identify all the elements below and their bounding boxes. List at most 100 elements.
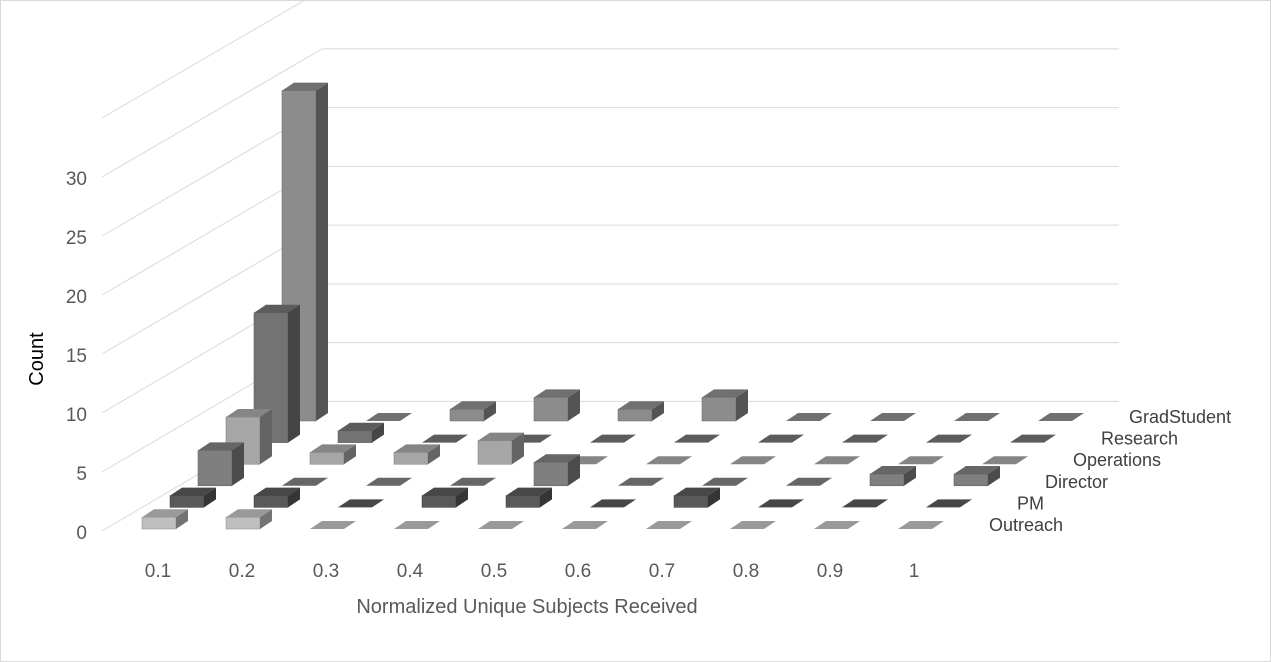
bar-gradstudent-0.2	[366, 413, 412, 421]
y-axis-label: Count	[26, 332, 48, 386]
bar-top	[310, 444, 356, 453]
bar-front	[225, 516, 261, 530]
bar-side	[484, 401, 496, 421]
bar-front	[477, 440, 513, 465]
bar-pm-0.6	[590, 499, 636, 508]
bar-zero	[338, 499, 384, 508]
bar-side	[708, 487, 720, 508]
bar-outreach-0.2	[225, 509, 272, 530]
bar-gradstudent-0.4	[533, 389, 580, 422]
series-label: Operations	[1073, 450, 1161, 470]
bar-side	[260, 409, 272, 465]
bar-zero	[310, 521, 356, 529]
bar-side	[316, 82, 328, 421]
bar-top	[170, 487, 216, 496]
bar-top	[702, 389, 748, 398]
bar-director-0.7	[702, 477, 748, 486]
bar-top	[534, 389, 580, 398]
series-label: Director	[1045, 472, 1108, 492]
bar-zero	[842, 434, 888, 443]
bar-outreach-0.3	[310, 521, 356, 529]
bar-front	[309, 452, 345, 465]
x-tick-label: 0.2	[229, 561, 255, 582]
bar-pm-0.7	[673, 487, 720, 508]
bar-zero	[898, 521, 944, 529]
bar-side	[568, 454, 580, 486]
bar-front	[533, 397, 569, 422]
bar-front	[169, 495, 205, 508]
bar-research-0.9	[926, 434, 972, 443]
side-gridline	[101, 48, 323, 178]
x-tick-label: 1	[909, 561, 920, 582]
bar-top	[394, 444, 440, 453]
bar-research-0.7	[758, 434, 804, 443]
bar-outreach-1	[898, 521, 944, 529]
bar-director-1	[953, 466, 1000, 487]
bar-top	[618, 401, 664, 410]
y-tick-label: 25	[66, 228, 87, 249]
bar-pm-0.4	[421, 487, 468, 508]
x-tick-label: 0.1	[145, 561, 171, 582]
bar-zero	[674, 434, 720, 443]
bar-front	[393, 452, 429, 465]
bar-side	[736, 389, 748, 421]
bar-side	[652, 401, 664, 421]
bar-zero	[842, 499, 888, 508]
series-label: Outreach	[989, 515, 1063, 535]
bar-zero	[422, 434, 468, 443]
series-label: Research	[1101, 429, 1178, 449]
x-axis-label: Normalized Unique Subjects Received	[356, 596, 697, 618]
bar-side	[456, 487, 468, 508]
bar-zero	[814, 521, 860, 529]
x-tick-label: 0.8	[733, 561, 759, 582]
bar-zero	[646, 521, 692, 529]
bar-zero	[1010, 434, 1056, 443]
bar-front	[617, 408, 653, 422]
gridlines	[101, 1, 1119, 532]
bar-zero	[366, 413, 412, 421]
bar-gradstudent-0.7	[786, 413, 832, 421]
bar-zero	[702, 477, 748, 486]
bar-operations-1	[982, 456, 1028, 465]
bar-pm-0.3	[338, 499, 384, 508]
bar-top	[282, 82, 328, 91]
bar-side	[372, 422, 384, 443]
bar-zero	[730, 456, 776, 465]
bar-gradstudent-1	[1038, 413, 1084, 421]
bar-gradstudent-0.6	[701, 389, 748, 422]
bar-side	[288, 304, 300, 443]
bar-research-0.6	[674, 434, 720, 443]
y-tick-label: 0	[76, 523, 87, 544]
bar-pm-0.2	[253, 487, 300, 508]
bar-front	[953, 473, 989, 487]
bar-front	[253, 495, 289, 508]
bar-zero	[590, 434, 636, 443]
series-label: GradStudent	[1129, 407, 1231, 427]
bar-zero	[450, 477, 496, 486]
y-tick-label: 10	[66, 405, 87, 426]
bar-front	[869, 473, 905, 487]
bar-top	[870, 466, 916, 474]
bar-front	[505, 495, 541, 508]
bar-research-0.2	[337, 422, 384, 443]
side-gridline	[101, 1, 305, 119]
bar-gradstudent-0.8	[870, 413, 916, 421]
bar-pm-0.1	[169, 487, 216, 508]
bar-director-0.5	[533, 454, 580, 487]
bar-zero	[898, 456, 944, 465]
bar-zero	[282, 477, 328, 486]
bar-top	[142, 509, 188, 518]
bar-zero	[758, 499, 804, 508]
bar-zero	[926, 499, 972, 508]
bar-zero	[926, 434, 972, 443]
bar-zero	[366, 477, 412, 486]
bar-zero	[394, 521, 440, 529]
bar-gradstudent-0.5	[617, 401, 664, 422]
bar-operations-0.7	[730, 456, 776, 465]
bar-front	[533, 461, 569, 487]
bar-zero	[954, 413, 1000, 421]
bar-zero	[590, 499, 636, 508]
bar-zero	[478, 521, 524, 529]
bar-top	[422, 487, 468, 496]
bar-zero	[618, 477, 664, 486]
